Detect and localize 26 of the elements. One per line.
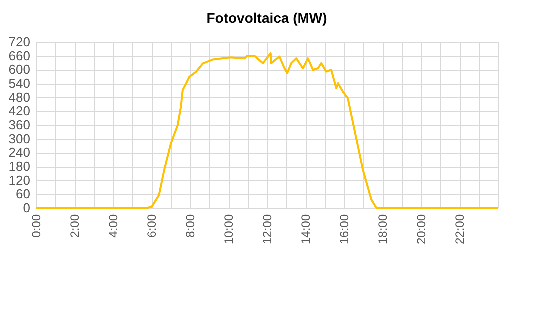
chart-title: Fotovoltaica (MW): [206, 10, 328, 26]
x-tick-label: 8:00: [184, 214, 198, 238]
y-tick-label: 60: [16, 186, 30, 202]
x-tick-label: 20:00: [414, 214, 428, 245]
y-tick-label: 0: [23, 200, 30, 216]
y-tick-label: 720: [8, 34, 30, 50]
y-tick-label: 240: [8, 145, 30, 160]
x-tick-label: 4:00: [106, 214, 120, 238]
y-tick-label: 180: [8, 159, 30, 174]
y-tick-label: 480: [8, 90, 30, 105]
y-tick-label: 360: [8, 118, 30, 132]
y-tick-label: 420: [8, 104, 30, 119]
y-tick-label: 540: [8, 76, 30, 91]
x-tick-label: 18:00: [376, 214, 390, 245]
x-tick-label: 2:00: [68, 214, 82, 238]
y-tick-label: 120: [8, 172, 30, 188]
x-tick-label: 16:00: [338, 214, 352, 245]
x-tick-label: 6:00: [145, 214, 159, 238]
x-tick-label: 10:00: [222, 214, 236, 245]
y-tick-label: 600: [8, 62, 30, 78]
x-tick-label: 12:00: [260, 214, 274, 245]
y-tick-label: 300: [8, 131, 30, 146]
x-tick-label: 14:00: [299, 214, 313, 245]
y-tick-label: 660: [8, 48, 30, 64]
x-tick-label: 0:00: [30, 214, 44, 238]
x-tick-label: 22:00: [453, 214, 467, 245]
